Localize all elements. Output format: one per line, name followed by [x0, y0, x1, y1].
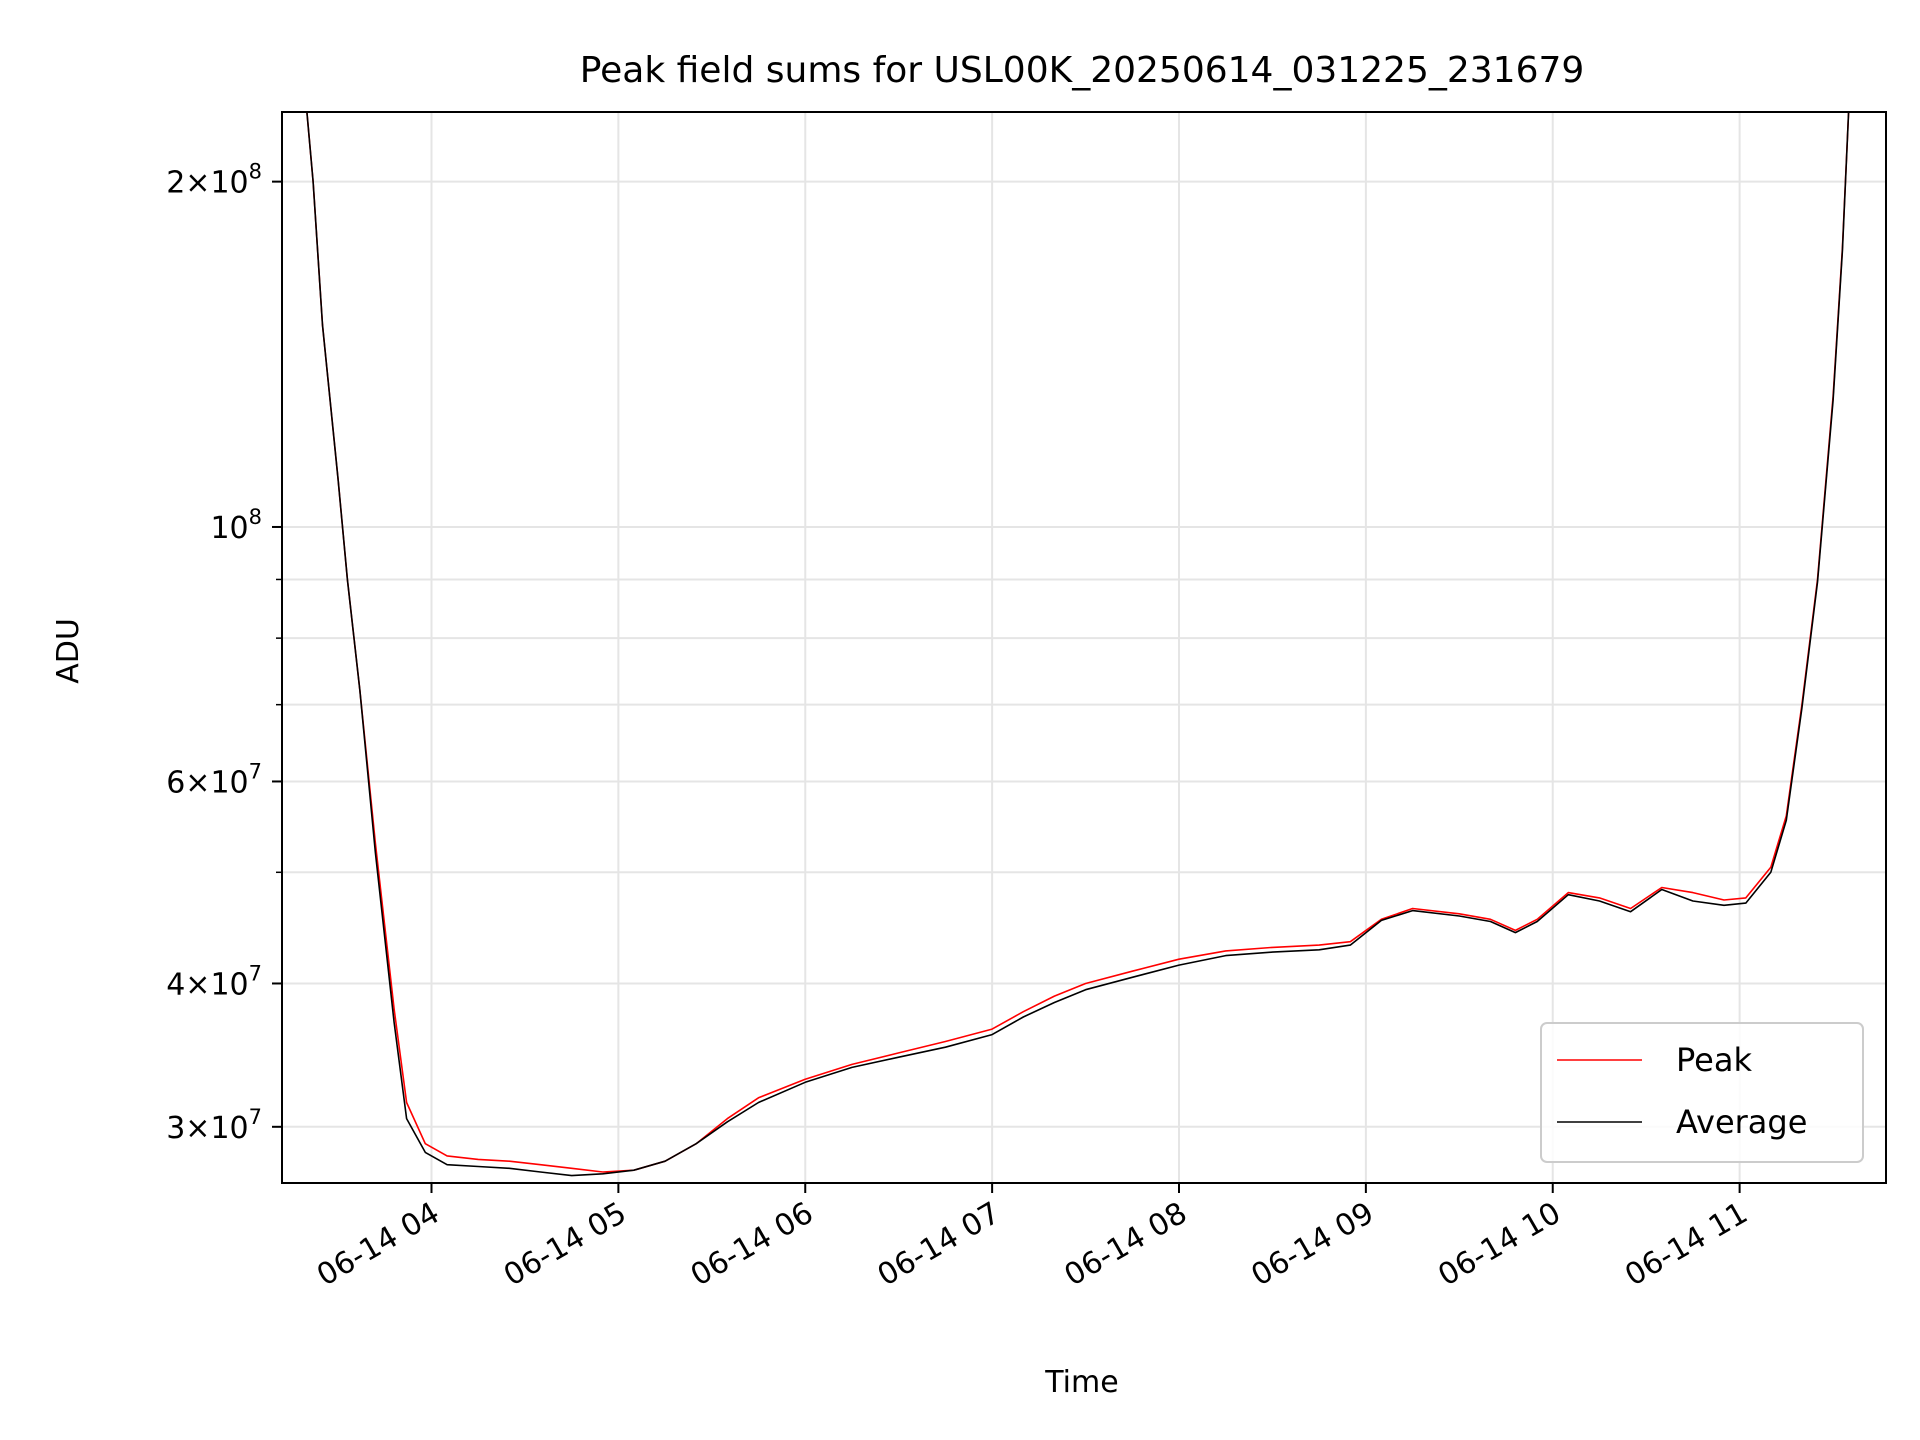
- x-tick-label: 06-14 08: [1059, 1196, 1193, 1294]
- x-tick-label: 06-14 07: [872, 1196, 1006, 1294]
- x-tick-label: 06-14 09: [1246, 1196, 1380, 1294]
- legend: Peak Average: [1540, 1022, 1864, 1163]
- chart-title: Peak field sums for USL00K_20250614_0312…: [580, 50, 1585, 91]
- plot-series: [282, 112, 1886, 1177]
- axes: 06-14 04 06-14 05 06-14 06 06-14 07 06-14 08…: [166, 160, 1753, 1294]
- legend-label-peak: Peak: [1676, 1041, 1752, 1079]
- series-line-peak: [282, 112, 1886, 1173]
- plot-frame: [281, 111, 1887, 1184]
- x-tick-label: 06-14 04: [311, 1196, 445, 1294]
- x-tick-label: 06-14 06: [685, 1196, 819, 1294]
- x-tick-label: 06-14 05: [498, 1196, 632, 1294]
- y-tick-label: 4×107: [166, 961, 262, 1002]
- x-tick-label: 06-14 10: [1432, 1196, 1566, 1294]
- x-axis-label: Time: [1044, 1365, 1118, 1400]
- series-line-average: [282, 112, 1886, 1177]
- y-tick-label: 2×108: [166, 160, 262, 201]
- x-tick-label: 06-14 11: [1619, 1196, 1753, 1294]
- y-tick-label: 6×107: [166, 759, 262, 800]
- legend-label-average: Average: [1676, 1103, 1807, 1141]
- y-tick-label: 3×107: [166, 1105, 262, 1146]
- y-axis-label: ADU: [51, 618, 86, 684]
- y-tick-label: 108: [210, 505, 262, 546]
- legend-box: [1540, 1022, 1864, 1163]
